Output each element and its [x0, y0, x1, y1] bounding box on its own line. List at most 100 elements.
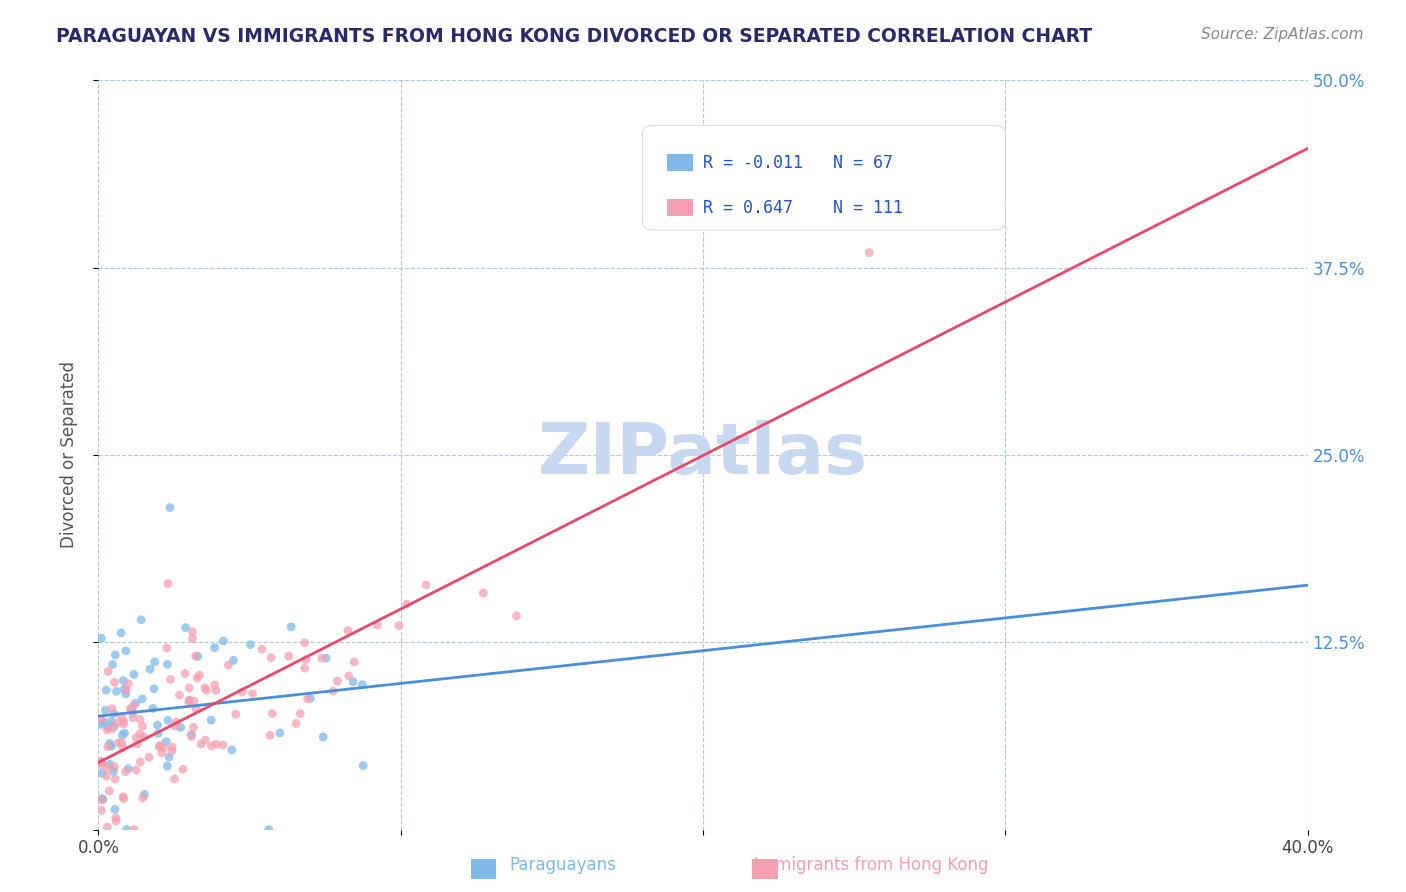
Point [100, 714, 122, 729]
Point [155, 735, 177, 749]
Point [90, 712, 112, 726]
Text: ZIPatlas: ZIPatlas [538, 420, 868, 490]
Point [163, 719, 186, 733]
FancyBboxPatch shape [666, 200, 693, 216]
Point [115, 822, 138, 837]
Point [285, 716, 308, 731]
Point [163, 772, 186, 786]
Point [112, 714, 135, 729]
Point [117, 676, 139, 690]
Point [129, 712, 152, 726]
Point [150, 746, 173, 760]
Point [104, 802, 127, 816]
Point [472, 586, 495, 600]
Point [143, 655, 166, 669]
Point [294, 661, 316, 675]
Point [111, 736, 134, 750]
Point [90, 717, 112, 731]
Point [250, 642, 273, 657]
Point [117, 762, 139, 776]
Point [181, 632, 204, 646]
Point [96, 769, 118, 783]
Point [122, 822, 145, 837]
Point [152, 740, 174, 755]
Point [91, 792, 114, 806]
Point [146, 718, 169, 732]
Point [127, 737, 149, 751]
Point [104, 772, 127, 787]
Point [294, 636, 316, 650]
Point [156, 714, 179, 728]
Point [156, 640, 179, 655]
Point [242, 687, 264, 701]
Point [186, 702, 208, 716]
Point [105, 716, 128, 731]
Point [114, 681, 136, 696]
Point [269, 726, 291, 740]
Point [97, 665, 120, 679]
Point [204, 683, 226, 698]
Point [299, 691, 322, 706]
Point [156, 576, 179, 591]
Point [169, 688, 191, 702]
Point [179, 693, 201, 707]
Point [260, 650, 283, 665]
Point [160, 740, 183, 755]
Point [311, 651, 333, 665]
Point [112, 789, 135, 804]
Point [129, 727, 152, 741]
Point [142, 701, 165, 715]
Point [96, 683, 118, 698]
Point [194, 733, 217, 747]
Point [124, 696, 146, 710]
Point [157, 750, 180, 764]
Point [105, 684, 128, 698]
Point [104, 811, 127, 825]
Point [122, 711, 145, 725]
Point [280, 620, 302, 634]
Point [97, 739, 120, 754]
Point [103, 759, 125, 773]
Point [204, 678, 226, 692]
Text: Immigrants from Hong Kong: Immigrants from Hong Kong [755, 856, 988, 874]
Point [132, 730, 155, 744]
Point [156, 759, 179, 773]
Point [103, 719, 125, 733]
Point [115, 682, 138, 697]
Point [125, 731, 148, 745]
Point [188, 668, 211, 682]
Point [103, 675, 125, 690]
Point [262, 706, 284, 721]
Point [149, 739, 172, 753]
Point [186, 671, 208, 685]
Point [312, 730, 335, 744]
Point [148, 726, 170, 740]
Point [90, 754, 112, 768]
Point [125, 763, 148, 777]
Point [181, 624, 204, 639]
Point [101, 722, 124, 736]
Point [297, 692, 319, 706]
Point [395, 597, 418, 611]
Point [104, 648, 127, 662]
Point [114, 764, 136, 779]
Point [118, 702, 141, 716]
Point [98, 737, 121, 751]
Point [121, 702, 143, 716]
Point [190, 737, 212, 751]
Point [91, 758, 114, 772]
Point [177, 696, 200, 710]
Point [110, 625, 132, 640]
Point [129, 613, 152, 627]
Point [205, 737, 228, 751]
Point [415, 578, 437, 592]
Point [96, 761, 118, 775]
Point [105, 814, 128, 828]
Point [277, 648, 299, 663]
Point [352, 678, 374, 692]
Point [112, 791, 135, 805]
Point [221, 743, 243, 757]
Text: PARAGUAYAN VS IMMIGRANTS FROM HONG KONG DIVORCED OR SEPARATED CORRELATION CHART: PARAGUAYAN VS IMMIGRANTS FROM HONG KONG … [56, 27, 1092, 45]
Text: Source: ZipAtlas.com: Source: ZipAtlas.com [1201, 27, 1364, 42]
Point [96, 723, 118, 737]
